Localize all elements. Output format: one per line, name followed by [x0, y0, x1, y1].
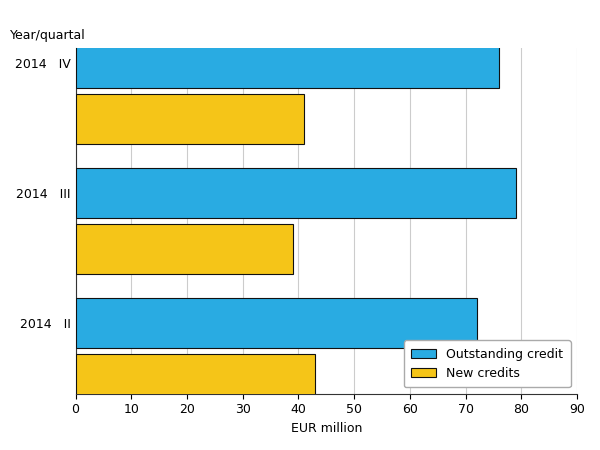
Legend: Outstanding credit, New credits: Outstanding credit, New credits [404, 340, 571, 387]
Bar [76, 39, 499, 88]
Bar [76, 94, 304, 144]
X-axis label: EUR million: EUR million [290, 422, 362, 435]
Bar [76, 168, 516, 218]
Text: Year/quartal: Year/quartal [10, 28, 86, 41]
Bar [76, 428, 544, 450]
Bar [76, 298, 477, 348]
Bar [76, 0, 220, 14]
Bar [76, 354, 315, 404]
Bar [76, 224, 293, 274]
